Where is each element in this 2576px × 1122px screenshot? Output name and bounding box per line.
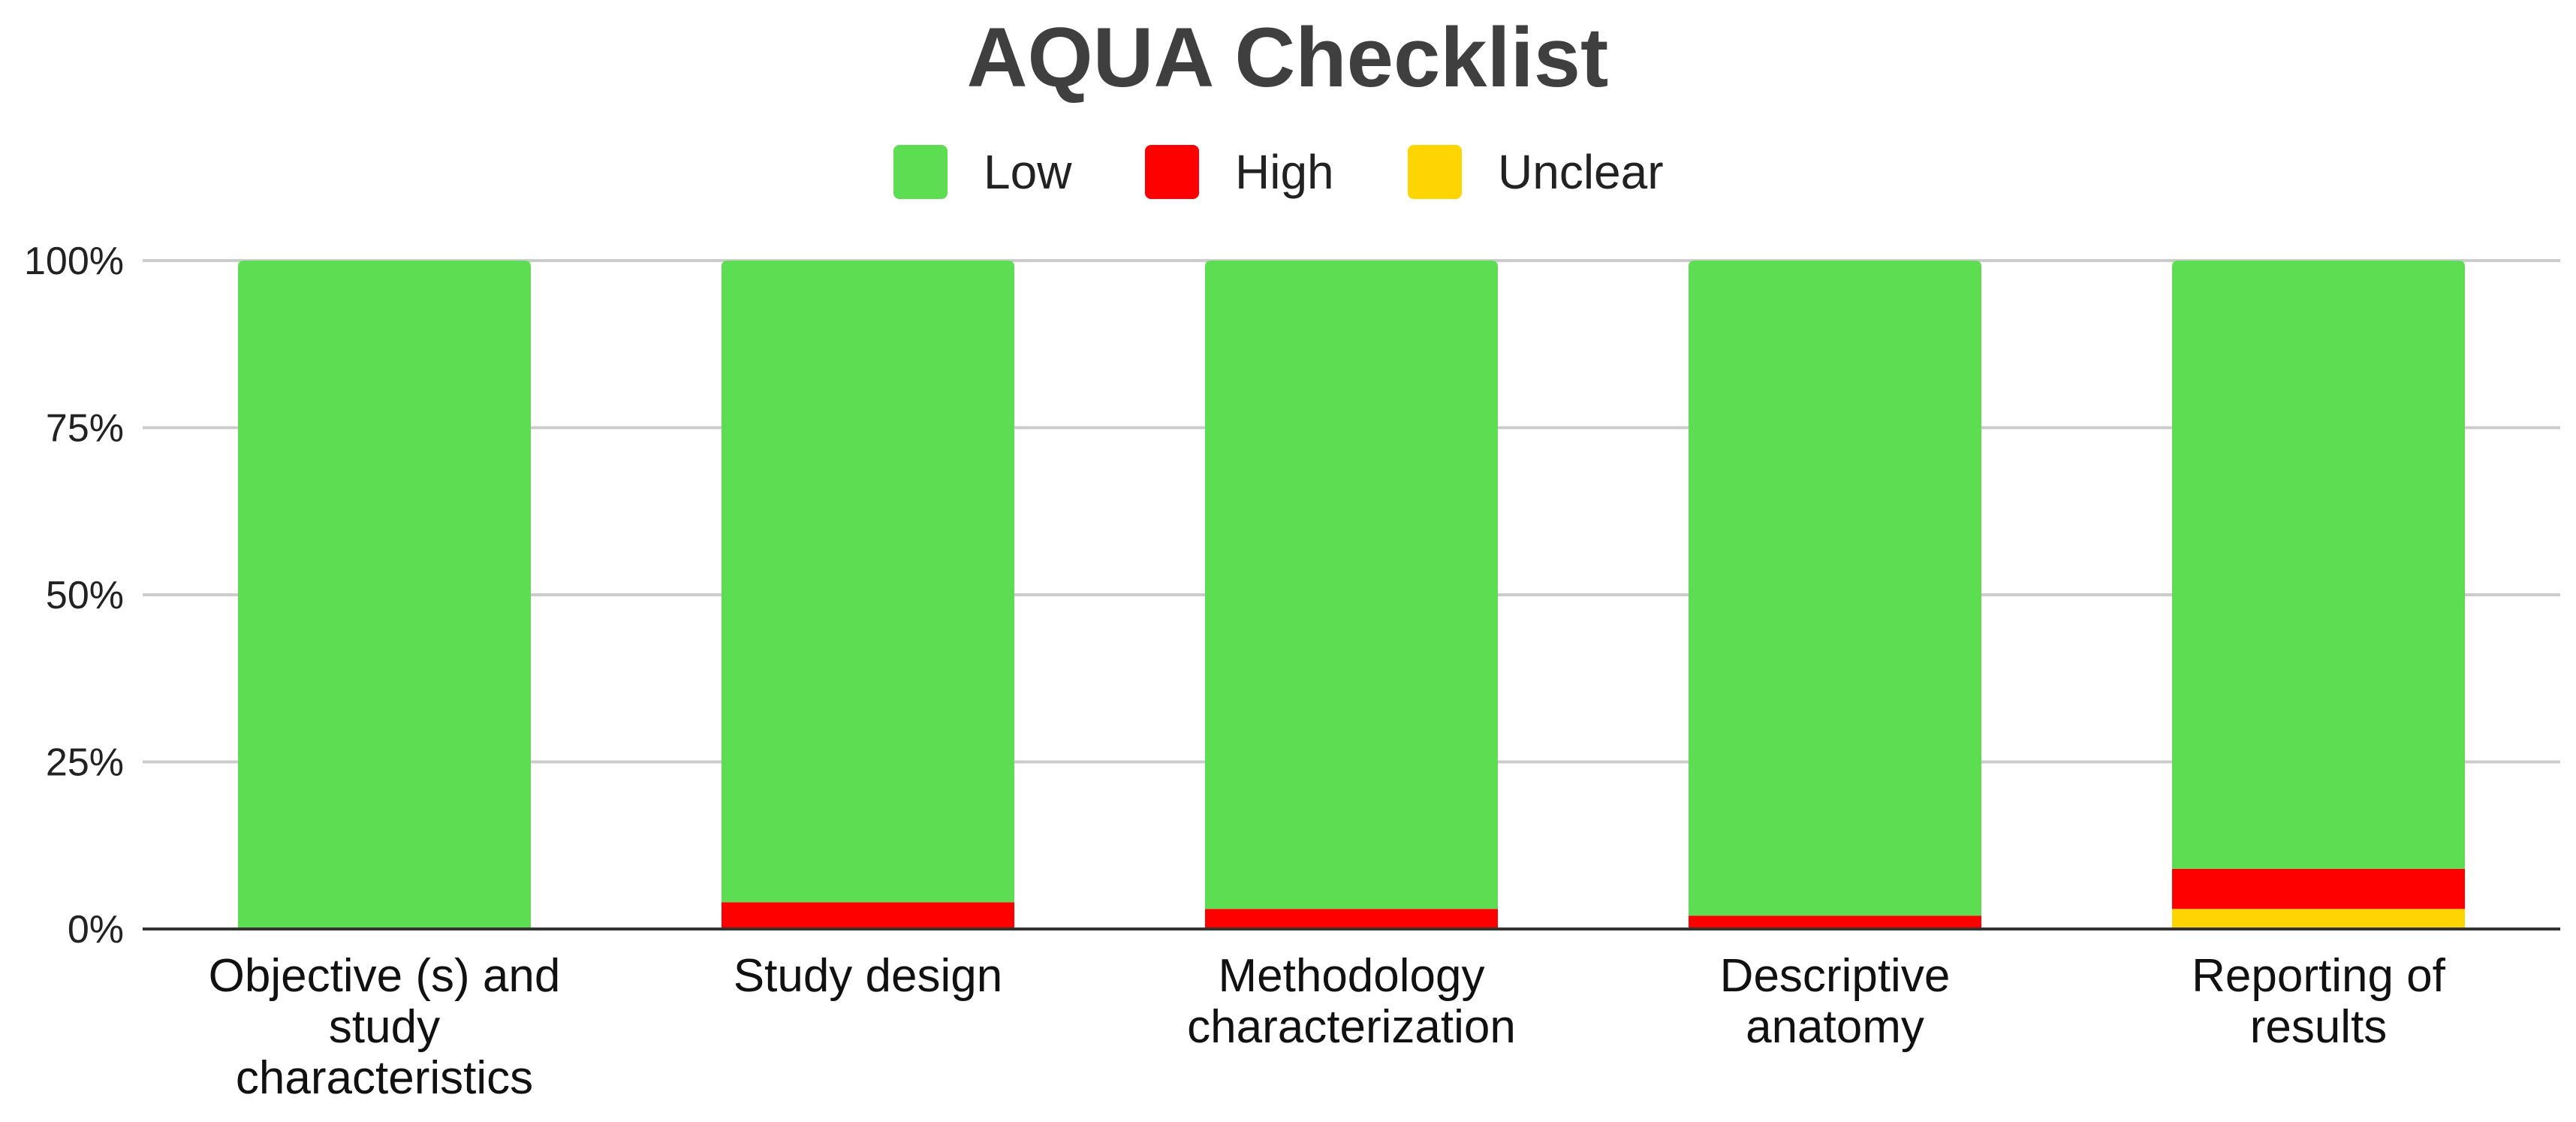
gridlines: 0% 25% 50% 75% 100% (24, 240, 2560, 952)
bar-segment-low (2172, 261, 2465, 869)
bar-segment-high (722, 902, 1014, 929)
bar-segment-low (238, 261, 531, 929)
bar-segment-high (2172, 868, 2465, 909)
legend-label-low: Low (984, 145, 1072, 199)
legend-swatch-high (1145, 145, 1199, 199)
x-tick-label: Descriptive (1720, 950, 1951, 1002)
legend-swatch-unclear (1408, 145, 1462, 199)
x-tick-label: characteristics (236, 1052, 533, 1104)
x-tick-label: Reporting of (2192, 950, 2446, 1002)
legend: Low High Unclear (893, 145, 1664, 199)
chart-title: AQUA Checklist (967, 11, 1609, 104)
legend-swatch-low (893, 145, 948, 199)
y-tick-label: 25% (46, 741, 124, 785)
y-tick-label: 0% (68, 908, 124, 952)
y-tick-label: 75% (46, 407, 124, 451)
legend-label-unclear: Unclear (1498, 145, 1664, 199)
x-tick-label: Objective (s) and (209, 950, 561, 1002)
bar-segment-high (1689, 915, 1981, 929)
legend-label-high: High (1235, 145, 1334, 199)
x-tick-label: study (329, 1001, 440, 1053)
x-tick-label: Methodology (1218, 950, 1484, 1002)
bar-segment-low (1689, 261, 1981, 916)
bar-segment-high (1205, 909, 1498, 929)
x-tick-label: Study design (734, 950, 1002, 1002)
y-tick-label: 50% (46, 574, 124, 617)
x-tick-label: characterization (1187, 1001, 1516, 1053)
y-tick-label: 100% (24, 240, 124, 283)
x-tick-label: results (2250, 1001, 2388, 1053)
bar-segment-low (722, 261, 1014, 903)
bar-segment-unclear (2172, 909, 2465, 929)
bar-segment-low (1205, 261, 1498, 909)
x-tick-label: anatomy (1746, 1001, 1924, 1053)
